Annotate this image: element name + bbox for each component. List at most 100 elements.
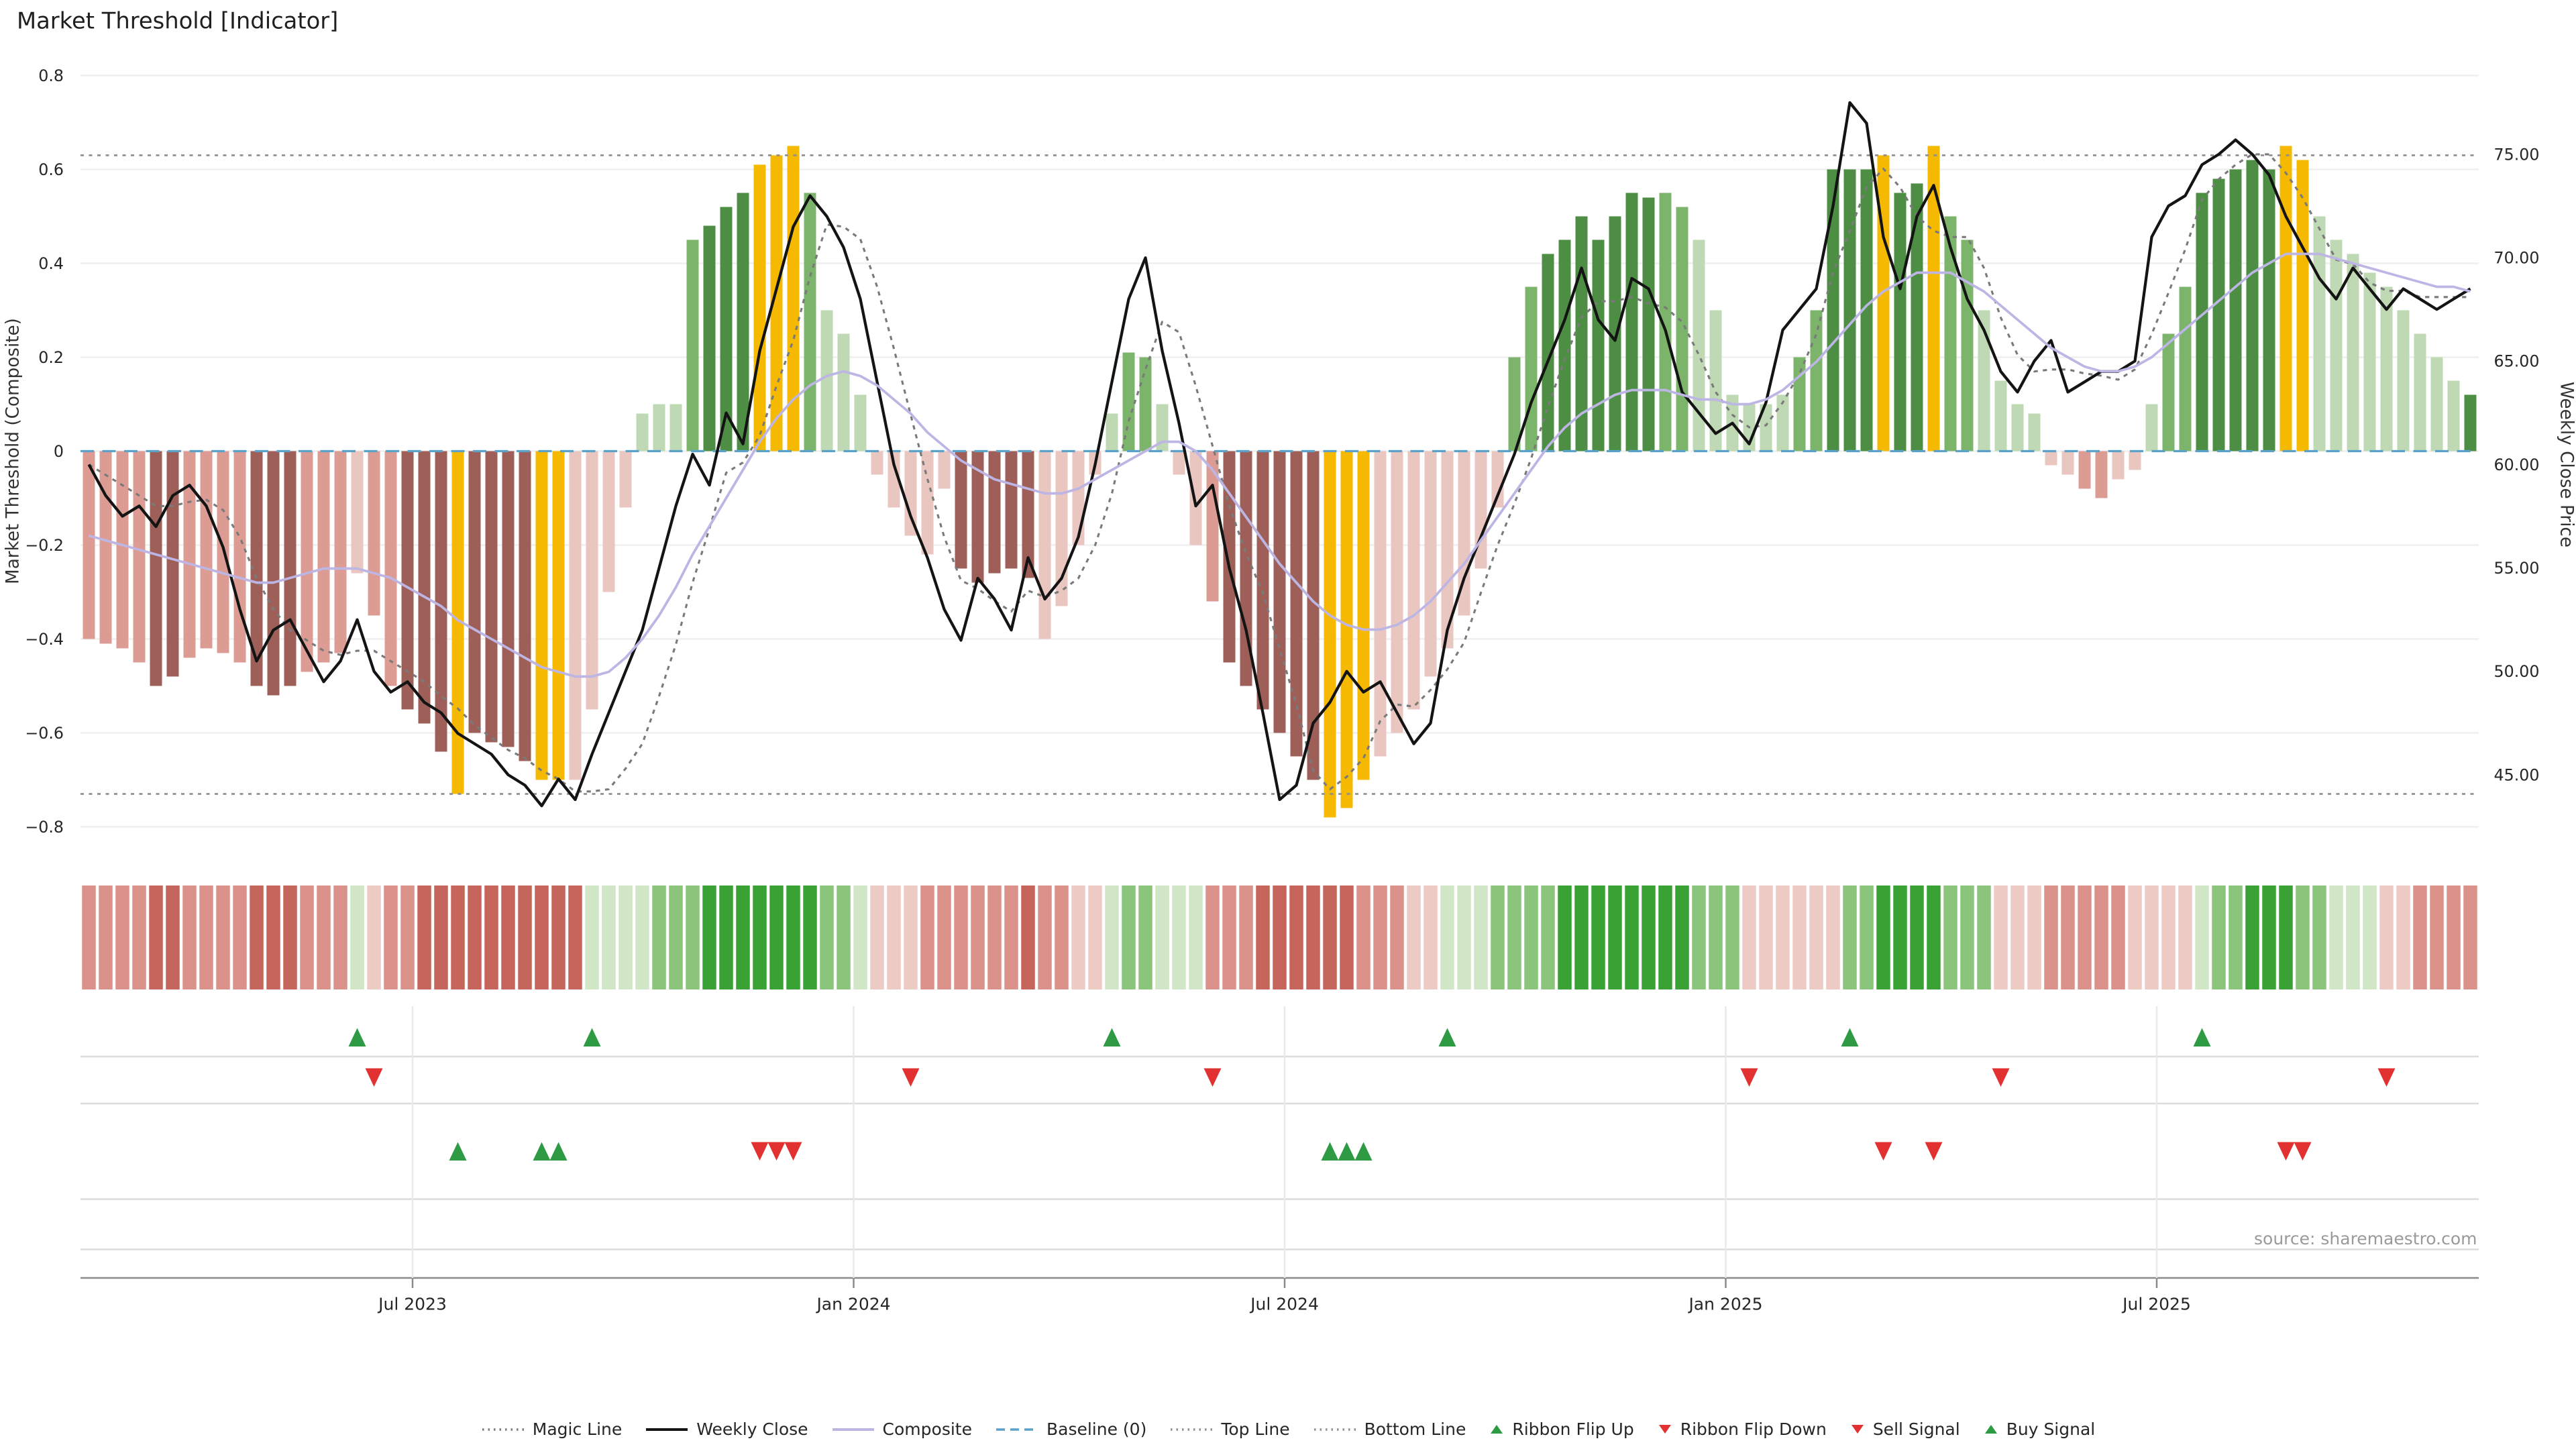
ribbon-cell [1424,885,1438,989]
ribbon-cell [333,885,347,989]
composite-bar [837,333,850,451]
ribbon-cell [2195,885,2209,989]
composite-bar [854,394,867,451]
ribbon-cell [535,885,549,989]
dotted-line-icon [482,1428,524,1431]
ribbon-cell [1524,885,1538,989]
ribbon-cell [1407,885,1421,989]
ribbon-cell [1356,885,1371,989]
buy-signal-marker [533,1142,551,1161]
composite-bar [1223,451,1236,663]
ribbon-cell [1709,885,1723,989]
ribbon-cell [1038,885,1052,989]
ribbon-cell [1189,885,1203,989]
composite-bar [2011,404,2024,451]
composite-bar [2330,239,2343,451]
ribbon-cell [1088,885,1102,989]
x-tick-label: Jan 2025 [1687,1295,1762,1314]
composite-bar [368,451,380,616]
ribbon-cell [2346,885,2360,989]
ribbon-cell [1390,885,1404,989]
ribbon-cell [669,885,683,989]
composite-bar [502,451,515,747]
composite-bar [183,451,196,658]
composite-bar [653,404,665,451]
ribbon-cell [920,885,934,989]
ribbon-cell [1541,885,1555,989]
ribbon-flip-down-marker [2377,1068,2396,1087]
composite-bar [334,451,347,653]
composite-bar [720,207,733,451]
ribbon-cell [1574,885,1589,989]
ribbon-flip-up-marker [583,1028,601,1046]
composite-bar [2078,451,2091,489]
composite-bar [1374,451,1387,757]
ribbon-cell [2363,885,2377,989]
composite-bar [686,239,699,451]
composite-bar [2045,451,2057,466]
ribbon-cell [2094,885,2108,989]
ribbon-cell [1055,885,1069,989]
sell-signal-marker [1925,1142,1943,1161]
composite-bar [1307,451,1320,780]
ribbon-cell [568,885,582,989]
ribbon-cell [1608,885,1622,989]
ribbon-cell [1105,885,1119,989]
ribbon-cell [1826,885,1840,989]
triangle-up-shape [1491,1424,1503,1434]
ribbon-cell [1792,885,1807,989]
ribbon-cell [1239,885,1253,989]
buy-signal-marker [1321,1142,1339,1161]
legend-label: Ribbon Flip Up [1512,1419,1634,1439]
ribbon-cell [2044,885,2058,989]
left-axis-title: Market Threshold (Composite) [3,318,23,584]
composite-bar [83,451,95,639]
ribbon-cell [602,885,616,989]
ribbon-cell [1222,885,1236,989]
buy-signal-marker [549,1142,568,1161]
ribbon-flip-down-marker [1203,1068,1222,1087]
composite-bar [1508,357,1521,451]
dotted-line-icon [1313,1428,1356,1431]
composite-bar [1659,193,1672,451]
composite-bar [1038,451,1051,639]
composite-bar [1542,254,1554,451]
composite-bar [1776,394,1789,451]
ribbon-cell [786,885,800,989]
ribbon-cell [1776,885,1790,989]
ribbon-cell [501,885,515,989]
composite-bar [2414,333,2426,451]
composite-bar [1173,451,1185,475]
ribbon-cell [619,885,633,989]
composite-bar [233,451,246,663]
ribbon-cell [585,885,599,989]
composite-bar [535,451,548,780]
composite-bar [1189,451,1202,545]
legend-item-ribbon-flip-down: Ribbon Flip Down [1657,1419,1827,1439]
legend-item-weekly-close: Weekly Close [645,1419,808,1439]
left-axis-tick-label: 0.6 [38,160,64,179]
right-axis-title: Weekly Close Price [2557,382,2576,547]
ribbon-cell [1289,885,1303,989]
ribbon-cell [2145,885,2159,989]
composite-bar [1525,286,1538,451]
ribbon-cell [1591,885,1605,989]
composite-bar [1139,357,1152,451]
composite-bar [133,451,146,663]
ribbon-cell [317,885,331,989]
ribbon-cell [518,885,532,989]
ribbon-cell [2296,885,2310,989]
solid-line-icon [832,1428,874,1431]
composite-bar [1240,451,1252,686]
composite-bar [2430,357,2443,451]
composite-bar [1122,352,1135,451]
ribbon-cell [1340,885,1354,989]
right-axis-tick-label: 60.00 [2494,455,2540,474]
composite-bar [2145,404,2158,451]
ribbon-cell [1138,885,1152,989]
dotted-line-icon [1171,1428,1213,1431]
ribbon-cell [686,885,700,989]
ribbon-cell [1172,885,1186,989]
ribbon-cell [2430,885,2444,989]
